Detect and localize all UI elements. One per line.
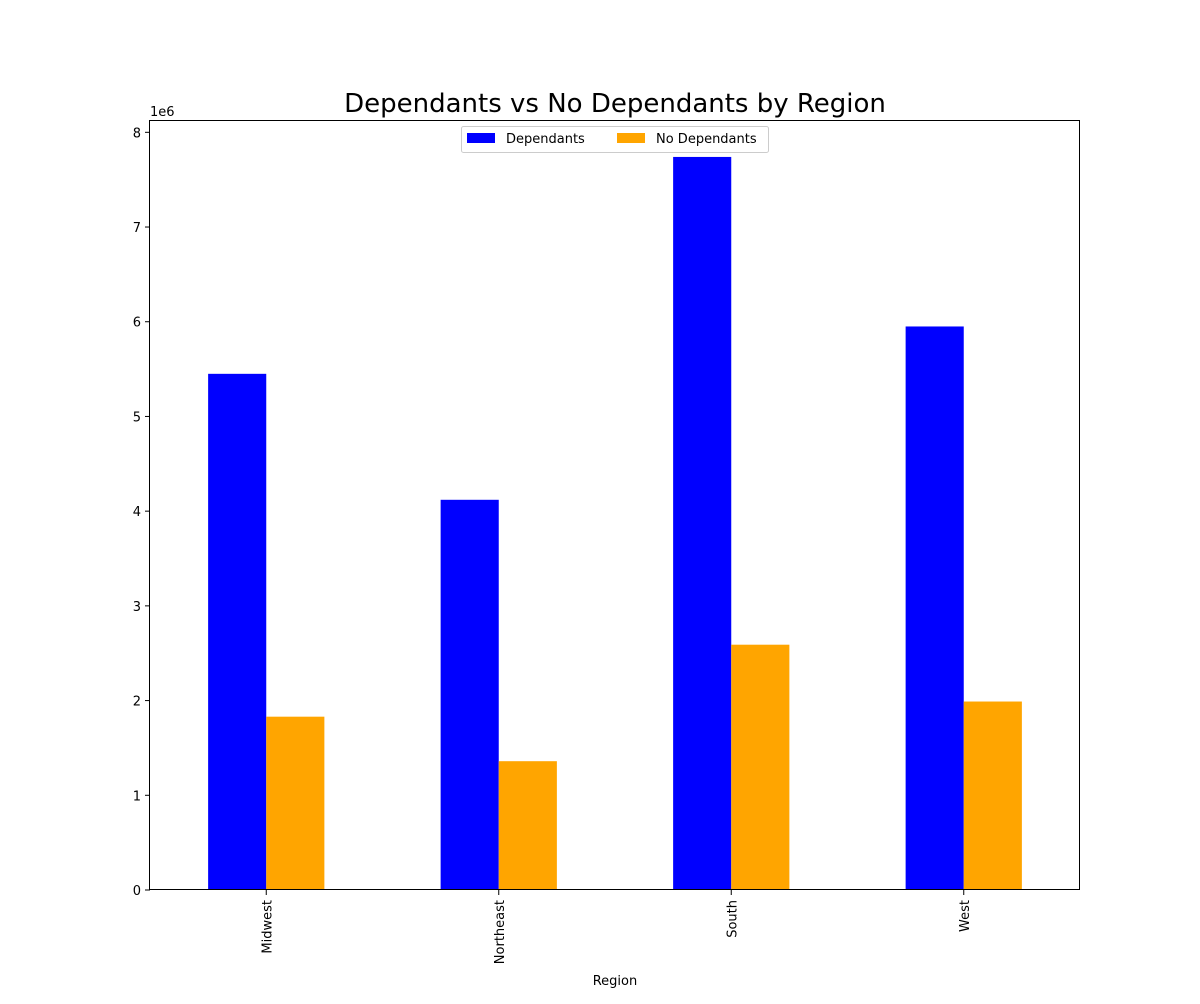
legend-label-no-dependants: No Dependants: [656, 132, 757, 147]
legend-box: [461, 126, 769, 153]
bar-south-dependants: [673, 156, 732, 891]
x-tick-label-northeast: Northeast: [493, 900, 508, 964]
y-tick-label: 1: [133, 789, 141, 804]
y-tick-label: 0: [133, 884, 141, 899]
y-tick-label: 3: [133, 600, 141, 615]
bars-group: [208, 156, 1022, 891]
y-tick-label: 2: [133, 695, 141, 710]
legend-swatch-dependants: [467, 133, 495, 143]
legend-swatch-no-dependants: [617, 133, 645, 143]
x-tick-label-midwest: Midwest: [260, 900, 275, 954]
chart-title: Dependants vs No Dependants by Region: [344, 89, 886, 119]
y-axis-offset-label: 1e6: [150, 105, 175, 120]
bar-northeast-no-dependants: [498, 761, 557, 890]
y-tick-label: 7: [133, 221, 141, 236]
y-axis-ticks: 0 1 2 3 4 5 6 7 8: [133, 126, 150, 899]
x-axis-ticks: Midwest Northeast South West: [260, 890, 973, 964]
y-tick-label: 5: [133, 410, 141, 425]
plot-area-frame: [149, 120, 1080, 890]
x-tick-label-south: South: [725, 900, 740, 938]
bar-west-dependants: [905, 326, 964, 891]
legend: Dependants No Dependants: [461, 126, 769, 153]
legend-label-dependants: Dependants: [506, 132, 585, 147]
x-tick-label-west: West: [958, 900, 973, 932]
y-tick-label: 4: [133, 505, 141, 520]
y-tick-label: 6: [133, 316, 141, 331]
bar-south-no-dependants: [731, 644, 790, 890]
bar-midwest-no-dependants: [266, 716, 325, 890]
bar-west-no-dependants: [963, 701, 1022, 890]
y-tick-label: 8: [133, 126, 141, 141]
bar-midwest-dependants: [208, 373, 267, 891]
bar-northeast-dependants: [440, 499, 499, 890]
x-axis-label: Region: [593, 974, 638, 989]
